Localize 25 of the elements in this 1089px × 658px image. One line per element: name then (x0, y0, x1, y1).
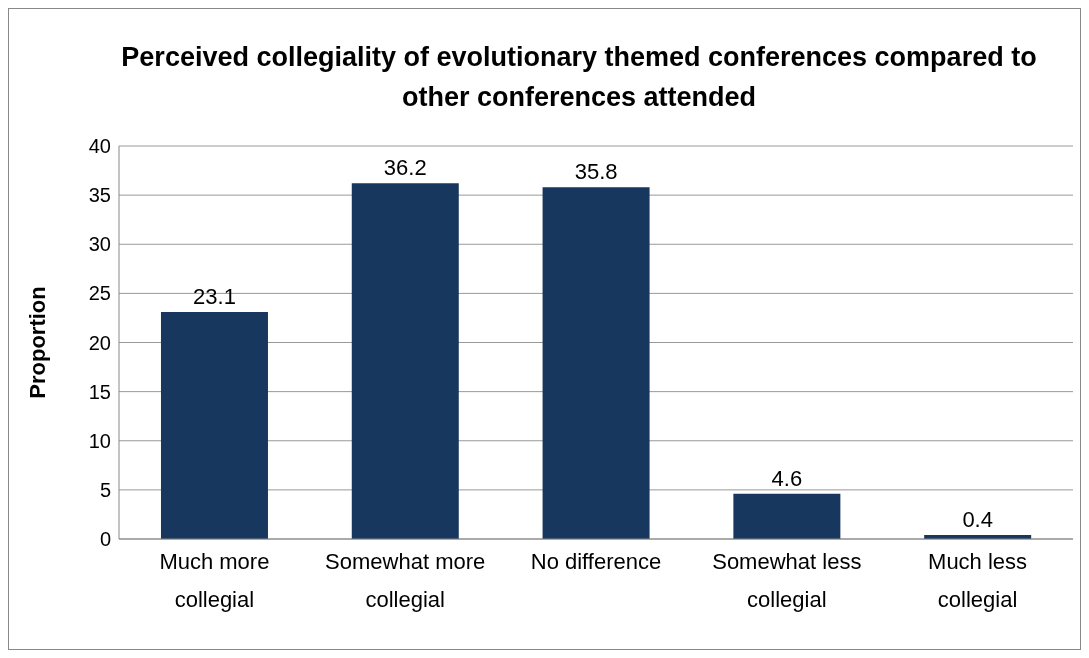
x-tick-label: Much more collegial (159, 549, 270, 612)
y-tick-label: 0 (99, 528, 111, 551)
bar (542, 187, 650, 539)
x-tick-label: Somewhat less collegial (712, 549, 862, 612)
data-label: 4.6 (771, 465, 803, 491)
bar (351, 183, 459, 539)
y-tick-label: 25 (88, 282, 111, 305)
y-tick-label: 40 (88, 135, 111, 158)
y-axis-title: Proportion (24, 286, 50, 399)
x-tick-label: No difference (530, 549, 662, 574)
y-tick-label: 10 (88, 429, 111, 452)
y-tick-label: 30 (88, 233, 111, 256)
y-tick-label: 5 (99, 478, 111, 501)
chart-title: Perceived collegiality of evolutionary themed conferences compared to other conferences attended (120, 41, 1038, 114)
data-label: 23.1 (193, 284, 236, 310)
data-label: 0.4 (962, 507, 993, 533)
bar (733, 493, 841, 539)
bar (160, 312, 268, 539)
y-tick-label: 15 (88, 380, 111, 403)
y-tick-label: 20 (88, 331, 111, 354)
x-tick-label: Much less collegial (928, 549, 1028, 612)
data-label: 36.2 (383, 155, 427, 181)
data-label: 35.8 (574, 159, 618, 185)
y-tick-label: 35 (88, 184, 111, 207)
x-tick-label: Somewhat more collegial (325, 549, 486, 612)
